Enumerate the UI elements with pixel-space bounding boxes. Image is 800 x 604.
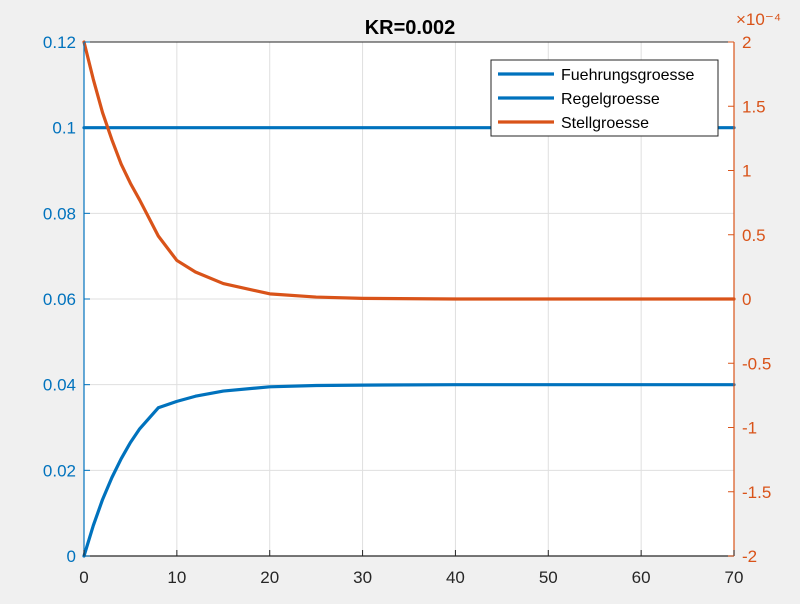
right-y-tick-label: -2 [742,547,757,566]
right-y-tick-label: 0.5 [742,226,766,245]
left-y-tick-label: 0 [67,547,76,566]
right-y-tick-label: -1.5 [742,483,771,502]
plot-area: 0 10 20 30 40 50 60 7000.020.040.060.080.10.12-… [43,33,771,587]
right-y-tick-label: 1.5 [742,97,766,116]
left-y-tick-label: 0.1 [52,119,76,138]
right-y-tick-label: 1 [742,162,751,181]
x-tick-label: 60 [632,568,651,587]
left-y-tick-label: 0.06 [43,290,76,309]
x-tick-label: 40 [446,568,465,587]
legend-label: Regelgroesse [561,91,660,108]
chart-title: KR=0.002 [365,17,456,39]
right-y-tick-label: 2 [742,33,751,52]
right-y-tick-label: -1 [742,419,757,438]
legend: Fuehrungsgroesse Regelgroesse Stellgroesse [490,59,719,137]
x-tick-label: 20 [260,568,279,587]
left-y-tick-label: 0.02 [43,461,76,480]
x-tick-label: 50 [539,568,558,587]
x-tick-label: 10 [167,568,186,587]
legend-label: Stellgroesse [561,115,649,132]
left-y-tick-label: 0.12 [43,33,76,52]
series-line-stellgroesse [82,40,736,301]
series-line-regelgroesse [82,383,736,558]
left-y-tick-label: 0.08 [43,204,76,223]
right-axis-exponent-label: ×10⁻⁴ [736,10,781,29]
legend-label: Fuehrungsgroesse [561,67,695,84]
x-tick-label: 0 [79,568,88,587]
x-tick-label: 70 [725,568,744,587]
right-y-tick-label: 0 [742,290,751,309]
left-y-tick-label: 0.04 [43,376,76,395]
x-tick-label: 30 [353,568,372,587]
right-y-tick-label: -0.5 [742,354,771,373]
